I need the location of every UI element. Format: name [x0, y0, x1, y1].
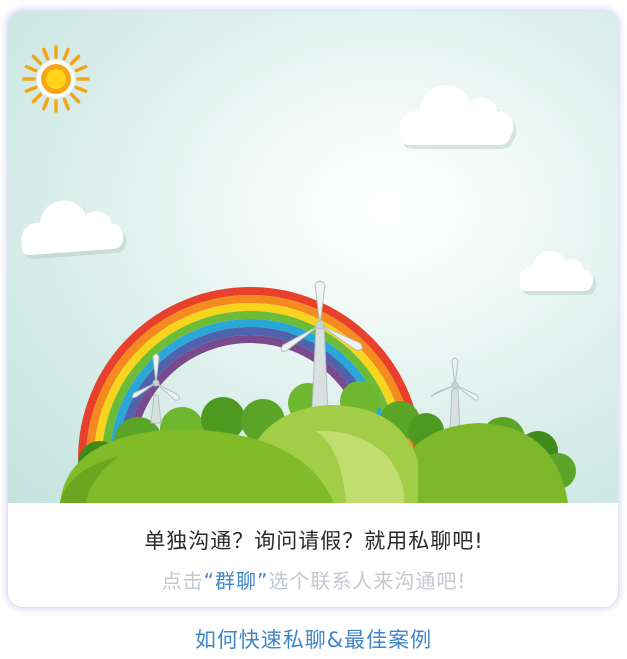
cloud-icon [519, 251, 597, 295]
sun-icon [22, 45, 90, 113]
illustration-svg [21, 45, 597, 503]
private-chat-guide-link[interactable]: 如何快速私聊&最佳案例 [194, 628, 433, 652]
subtitle-suffix: 选个联系人来沟通吧! [268, 569, 467, 593]
wind-turbine-icon [131, 353, 180, 424]
card-caption: 单独沟通？询问请假？就用私聊吧! 点击“群聊”选个联系人来沟通吧! [8, 503, 618, 607]
illustration [8, 11, 618, 503]
card-subtitle: 点击“群聊”选个联系人来沟通吧! [8, 565, 618, 594]
cloud-icon [21, 200, 127, 259]
wind-turbine-icon [280, 280, 363, 412]
private-chat-card[interactable]: 单独沟通？询问请假？就用私聊吧! 点击“群聊”选个联系人来沟通吧! [7, 10, 619, 608]
cloud-icon [399, 84, 517, 149]
card-title: 单独沟通？询问请假？就用私聊吧! [144, 529, 484, 553]
group-chat-highlight: “群聊” [203, 569, 269, 593]
subtitle-prefix: 点击 [161, 569, 204, 593]
green-hills [60, 405, 568, 503]
